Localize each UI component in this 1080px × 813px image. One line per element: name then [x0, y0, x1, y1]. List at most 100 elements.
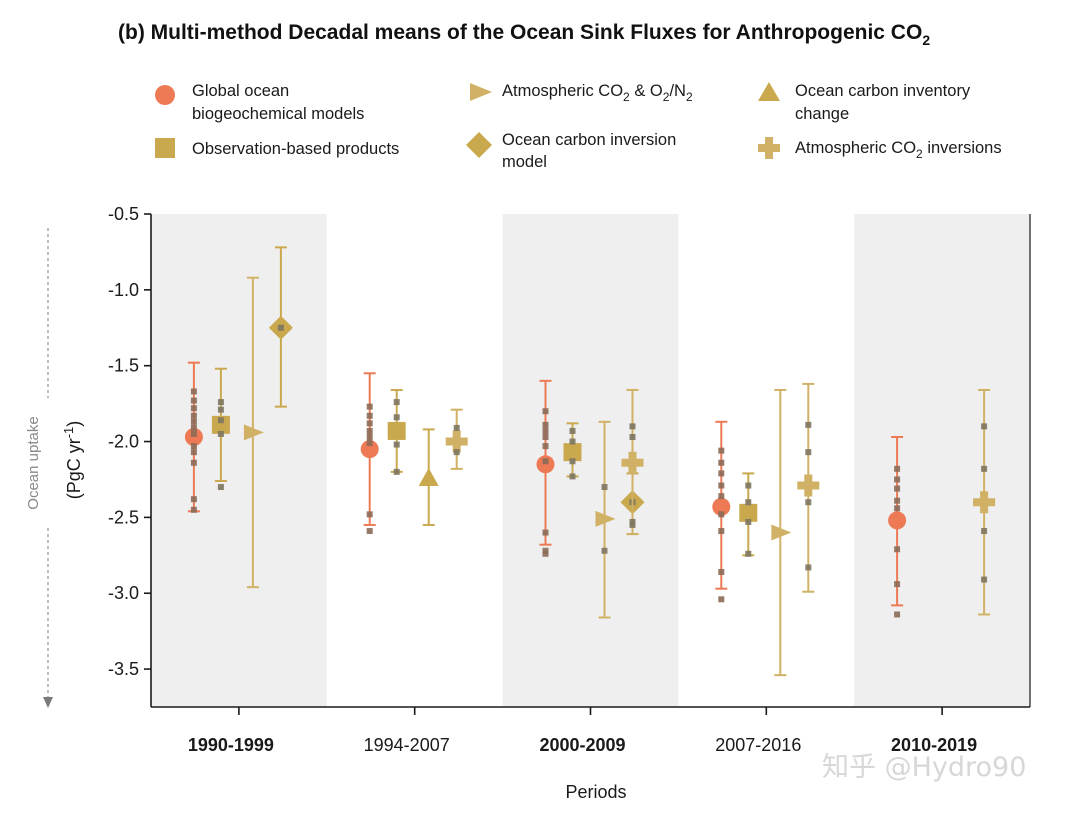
- member-point: [366, 433, 373, 440]
- member-point: [542, 547, 549, 554]
- member-point: [894, 546, 901, 553]
- member-point: [277, 324, 284, 331]
- y-tick-label: -2.5: [108, 507, 139, 527]
- member-point: [366, 511, 373, 518]
- member-point: [745, 550, 752, 557]
- member-point: [745, 518, 752, 525]
- legend-label-inv-line2: model: [502, 153, 547, 171]
- member-point: [569, 438, 576, 445]
- data-point-atmo2-2000-2009: [595, 420, 616, 619]
- mean-marker-gobm: [888, 511, 907, 530]
- member-point: [542, 458, 549, 465]
- legend-label-atminv: Atmospheric CO2 inversions: [795, 139, 1002, 161]
- period-band-2000-2009: [502, 214, 679, 707]
- legend-marker-obs: [155, 138, 175, 158]
- member-point: [190, 405, 197, 412]
- member-point: [542, 529, 549, 536]
- member-point: [366, 427, 373, 434]
- member-point: [217, 399, 224, 406]
- member-point: [569, 473, 576, 480]
- data-point-obs-1990-1999: [211, 367, 230, 491]
- period-band-2010-2019: [854, 214, 1030, 707]
- member-point: [718, 596, 725, 603]
- mean-marker-atmo2: [595, 510, 616, 527]
- data-point-gobm-2010-2019: [888, 435, 907, 618]
- mean-marker-inventory: [418, 467, 439, 486]
- legend-label-inv-line1: Ocean carbon inversion: [502, 131, 676, 149]
- member-point: [393, 414, 400, 421]
- data-point-inv-1990-1999: [268, 246, 293, 408]
- y-tick-label: -1.0: [108, 280, 139, 300]
- data-point-obs-2000-2009: [563, 422, 582, 480]
- y-tick-label: -2.0: [108, 432, 139, 452]
- mean-marker-obs: [563, 443, 582, 462]
- member-point: [190, 397, 197, 404]
- member-point: [393, 399, 400, 406]
- member-point: [393, 468, 400, 475]
- period-band-1990-1999: [151, 214, 327, 707]
- ocean-uptake-label: Ocean uptake: [25, 416, 42, 509]
- member-point: [366, 440, 373, 447]
- member-point: [981, 465, 988, 472]
- member-point: [718, 482, 725, 489]
- member-point: [629, 521, 636, 528]
- member-point: [894, 497, 901, 504]
- member-point: [981, 528, 988, 535]
- legend-item-gobm: Global ocean biogeochemical models: [155, 82, 364, 123]
- member-point: [894, 581, 901, 588]
- legend-item-atminv: Atmospheric CO2 inversions: [758, 137, 1002, 161]
- member-point: [542, 433, 549, 440]
- data-point-atminv-1994-2007: [445, 408, 468, 470]
- member-point: [542, 443, 549, 450]
- y-tick-label: -1.5: [108, 356, 139, 376]
- data-point-gobm-1994-2007: [360, 372, 379, 535]
- member-point: [718, 511, 725, 518]
- legend-marker-atmo2: [470, 83, 492, 101]
- member-point: [190, 506, 197, 513]
- y-tick-label: -3.0: [108, 583, 139, 603]
- data-point-inventory-1994-2007: [418, 428, 439, 526]
- member-point: [718, 568, 725, 575]
- legend-item-atmo2: Atmospheric CO2 & O2/N2: [470, 82, 693, 104]
- legend-marker-gobm: [155, 85, 175, 105]
- member-point: [718, 447, 725, 454]
- mean-marker-atminv: [621, 451, 644, 474]
- member-point: [601, 484, 608, 491]
- member-point: [745, 499, 752, 506]
- member-point: [894, 505, 901, 512]
- member-point: [805, 499, 812, 506]
- mean-marker-atmo2: [771, 524, 792, 541]
- period-bands: [151, 214, 1030, 707]
- x-axis-label: Periods: [565, 782, 626, 802]
- member-point: [190, 424, 197, 431]
- member-point: [217, 406, 224, 413]
- mean-marker-atmo2: [243, 424, 264, 441]
- legend-label-obs: Observation-based products: [192, 140, 399, 158]
- x-tick-label: 2000-2009: [539, 735, 625, 755]
- data-point-atmo2-2007-2016: [771, 388, 792, 677]
- mean-marker-atminv: [445, 430, 468, 453]
- member-point: [894, 611, 901, 618]
- member-point: [542, 408, 549, 415]
- member-point: [217, 484, 224, 491]
- member-point: [629, 433, 636, 440]
- series-gobm: [184, 361, 907, 618]
- legend-item-inventory: Ocean carbon inventory change: [758, 82, 971, 123]
- legend-label-atmo2: Atmospheric CO2 & O2/N2: [502, 82, 693, 104]
- series-layer: [184, 246, 996, 677]
- x-tick-label: 2010-2019: [891, 735, 977, 755]
- member-point: [629, 423, 636, 430]
- y-tick-label: -0.5: [108, 204, 139, 224]
- legend-marker-atminv: [758, 137, 780, 159]
- member-point: [542, 550, 549, 557]
- legend-label-gobm-line1: Global ocean: [192, 82, 289, 100]
- member-point: [718, 459, 725, 466]
- mean-marker-gobm: [360, 440, 379, 459]
- axes: -0.5 -1.0 -1.5 -2.0 -2.5 -3.0 -3.5 1990-1999 199…: [108, 204, 1031, 755]
- member-point: [805, 564, 812, 571]
- legend-marker-inventory: [758, 82, 780, 101]
- member-point: [190, 418, 197, 425]
- mean-marker-atminv: [973, 491, 996, 514]
- member-point: [718, 493, 725, 500]
- member-point: [569, 458, 576, 465]
